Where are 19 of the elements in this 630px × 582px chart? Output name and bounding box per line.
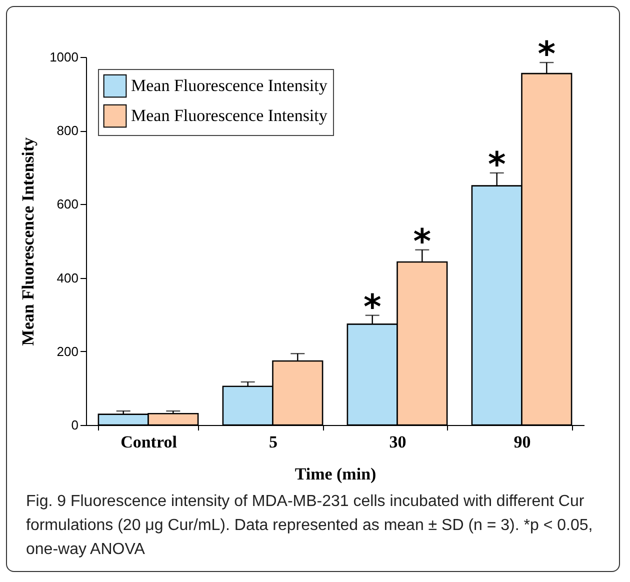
y-tick-label: 600 [56, 196, 78, 212]
annotation: * [413, 222, 432, 262]
x-tick-label: 30 [389, 432, 406, 452]
x-tick-label: 90 [514, 432, 531, 452]
x-tick-label: 5 [269, 432, 278, 452]
annotation: * [488, 144, 506, 185]
y-tick-label: 1000 [50, 50, 78, 64]
x-axis-title: Time (min) [294, 464, 376, 484]
annotation: * [538, 34, 556, 75]
y-tick-label: 800 [56, 123, 78, 138]
legend-label: Mean Fluorescence Intensity [131, 106, 328, 125]
y-axis-title: Mean Fluorescence Intensity [18, 136, 38, 346]
y-tick-label: 200 [56, 344, 78, 359]
y-tick-label: 400 [56, 270, 78, 286]
x-tick-label: Control [120, 432, 178, 452]
annotation: * [363, 287, 382, 328]
y-tick-label: 0 [71, 418, 78, 432]
legend-label: Mean Fluorescence Intensity [131, 76, 328, 95]
caption: Fig. 9 Fluorescence intensity of MDA-MB-231 cells incubated with different Cur formulations (20 μg Cur/mL). Data represented as mean ± SD (n = 3). *p < 0.05, one-way ANOVA [26, 492, 594, 560]
